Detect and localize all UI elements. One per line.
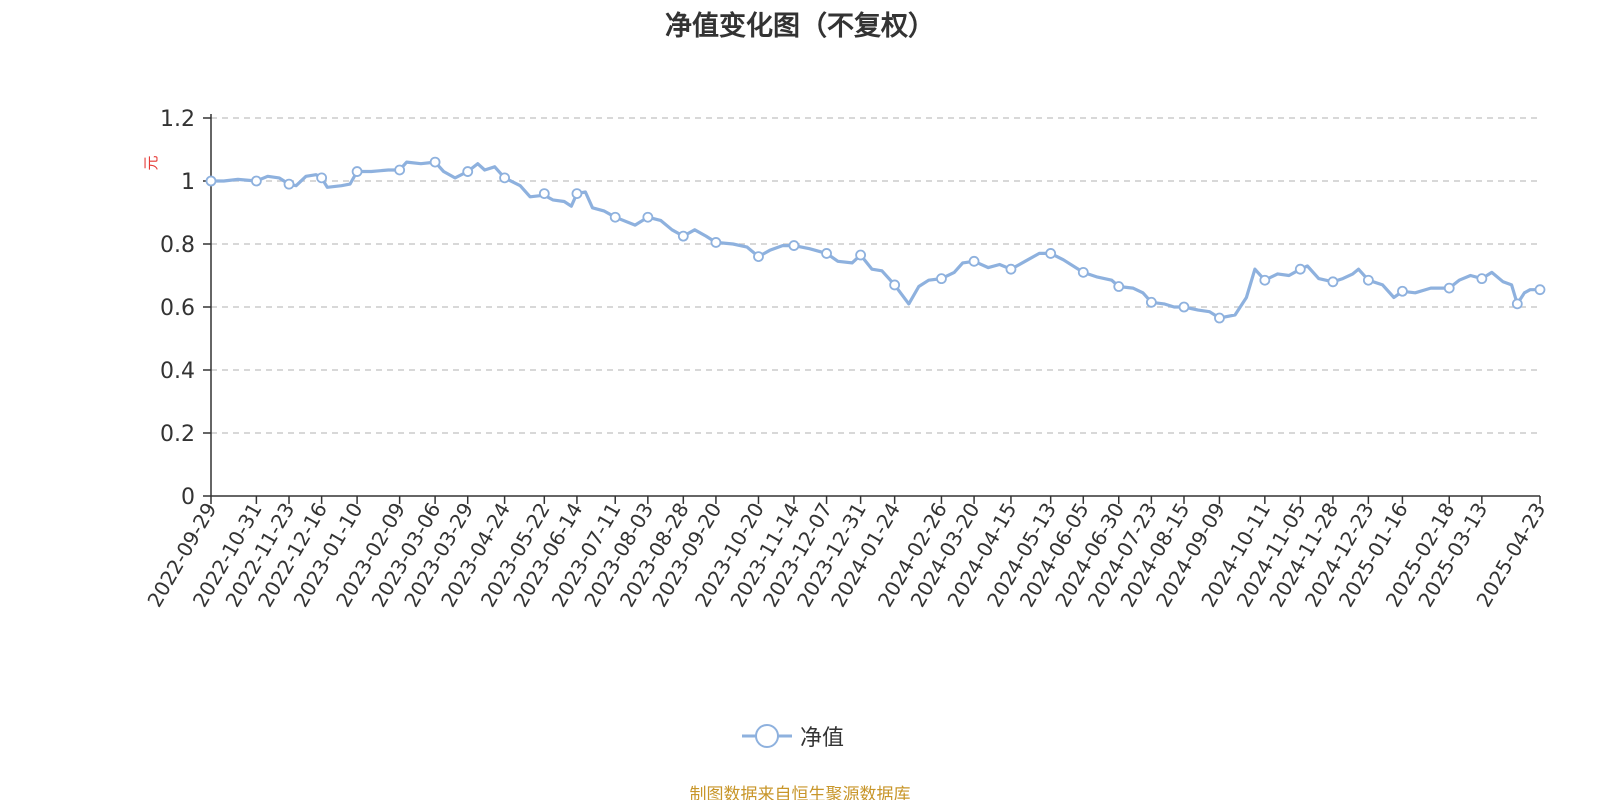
data-point[interactable] [1113,281,1125,292]
data-point[interactable] [283,178,295,190]
legend[interactable]: 净值 [742,722,845,751]
series-layer [205,156,1546,324]
data-point[interactable] [462,166,474,177]
data-point[interactable] [609,211,621,223]
data-point[interactable] [1145,296,1157,308]
data-point[interactable] [1476,273,1488,285]
data-point[interactable] [1534,284,1546,296]
data-point[interactable] [753,251,764,263]
y-axis-unit-label: 元 [142,155,160,170]
data-point[interactable] [1397,285,1408,297]
chart-title: 净值变化图（不复权） [665,11,935,42]
data-point[interactable] [538,188,550,200]
data-point[interactable] [429,156,441,168]
nav-line-chart: 0 0.2 0.4 0.6 0.8 1 1.2 2022-09-292022-10-3120… [142,107,1550,611]
axes [210,114,1540,497]
data-point[interactable] [968,255,980,267]
y-tick-label: 0.4 [160,359,195,384]
y-tick-label: 0.6 [160,296,195,321]
legend-line-circle-icon [742,724,792,748]
y-tick-label: 1 [181,170,195,195]
data-point[interactable] [316,172,328,184]
data-point[interactable] [1045,248,1057,259]
data-point[interactable] [1005,263,1017,275]
data-point[interactable] [1327,276,1339,288]
data-point[interactable] [889,279,901,291]
y-tick-label: 0 [181,485,195,510]
grid-lines [211,117,1540,434]
y-axis-ticks: 0 0.2 0.4 0.6 0.8 1 1.2 [160,107,211,510]
data-point[interactable] [1178,301,1190,313]
data-point[interactable] [642,211,654,223]
data-point[interactable] [250,175,262,187]
data-point[interactable] [677,230,689,242]
data-point[interactable] [1259,274,1271,286]
data-point[interactable] [710,237,722,248]
data-point[interactable] [1077,266,1089,278]
y-tick-label: 0.2 [160,422,195,447]
data-source-note: 制图数据来自恒生聚源数据库 [689,785,911,800]
data-point[interactable] [855,249,867,261]
data-point[interactable] [1511,298,1523,310]
data-point[interactable] [499,172,510,184]
y-tick-label: 1.2 [160,107,195,132]
y-tick-label: 0.8 [160,233,195,258]
data-point[interactable] [1443,282,1455,294]
data-point[interactable] [571,188,583,200]
data-point[interactable] [205,175,217,187]
data-point[interactable] [1214,312,1225,324]
data-point[interactable] [788,240,800,251]
x-axis-ticks: 2022-09-292022-10-312022-11-232022-12-16… [142,496,1550,611]
data-point[interactable] [1294,263,1306,275]
data-point[interactable] [351,166,363,177]
data-point[interactable] [821,248,832,259]
data-point[interactable] [394,164,406,176]
legend-label: 净值 [800,726,845,751]
series-line [209,160,1542,320]
data-point[interactable] [936,273,947,285]
data-point[interactable] [1362,274,1374,286]
